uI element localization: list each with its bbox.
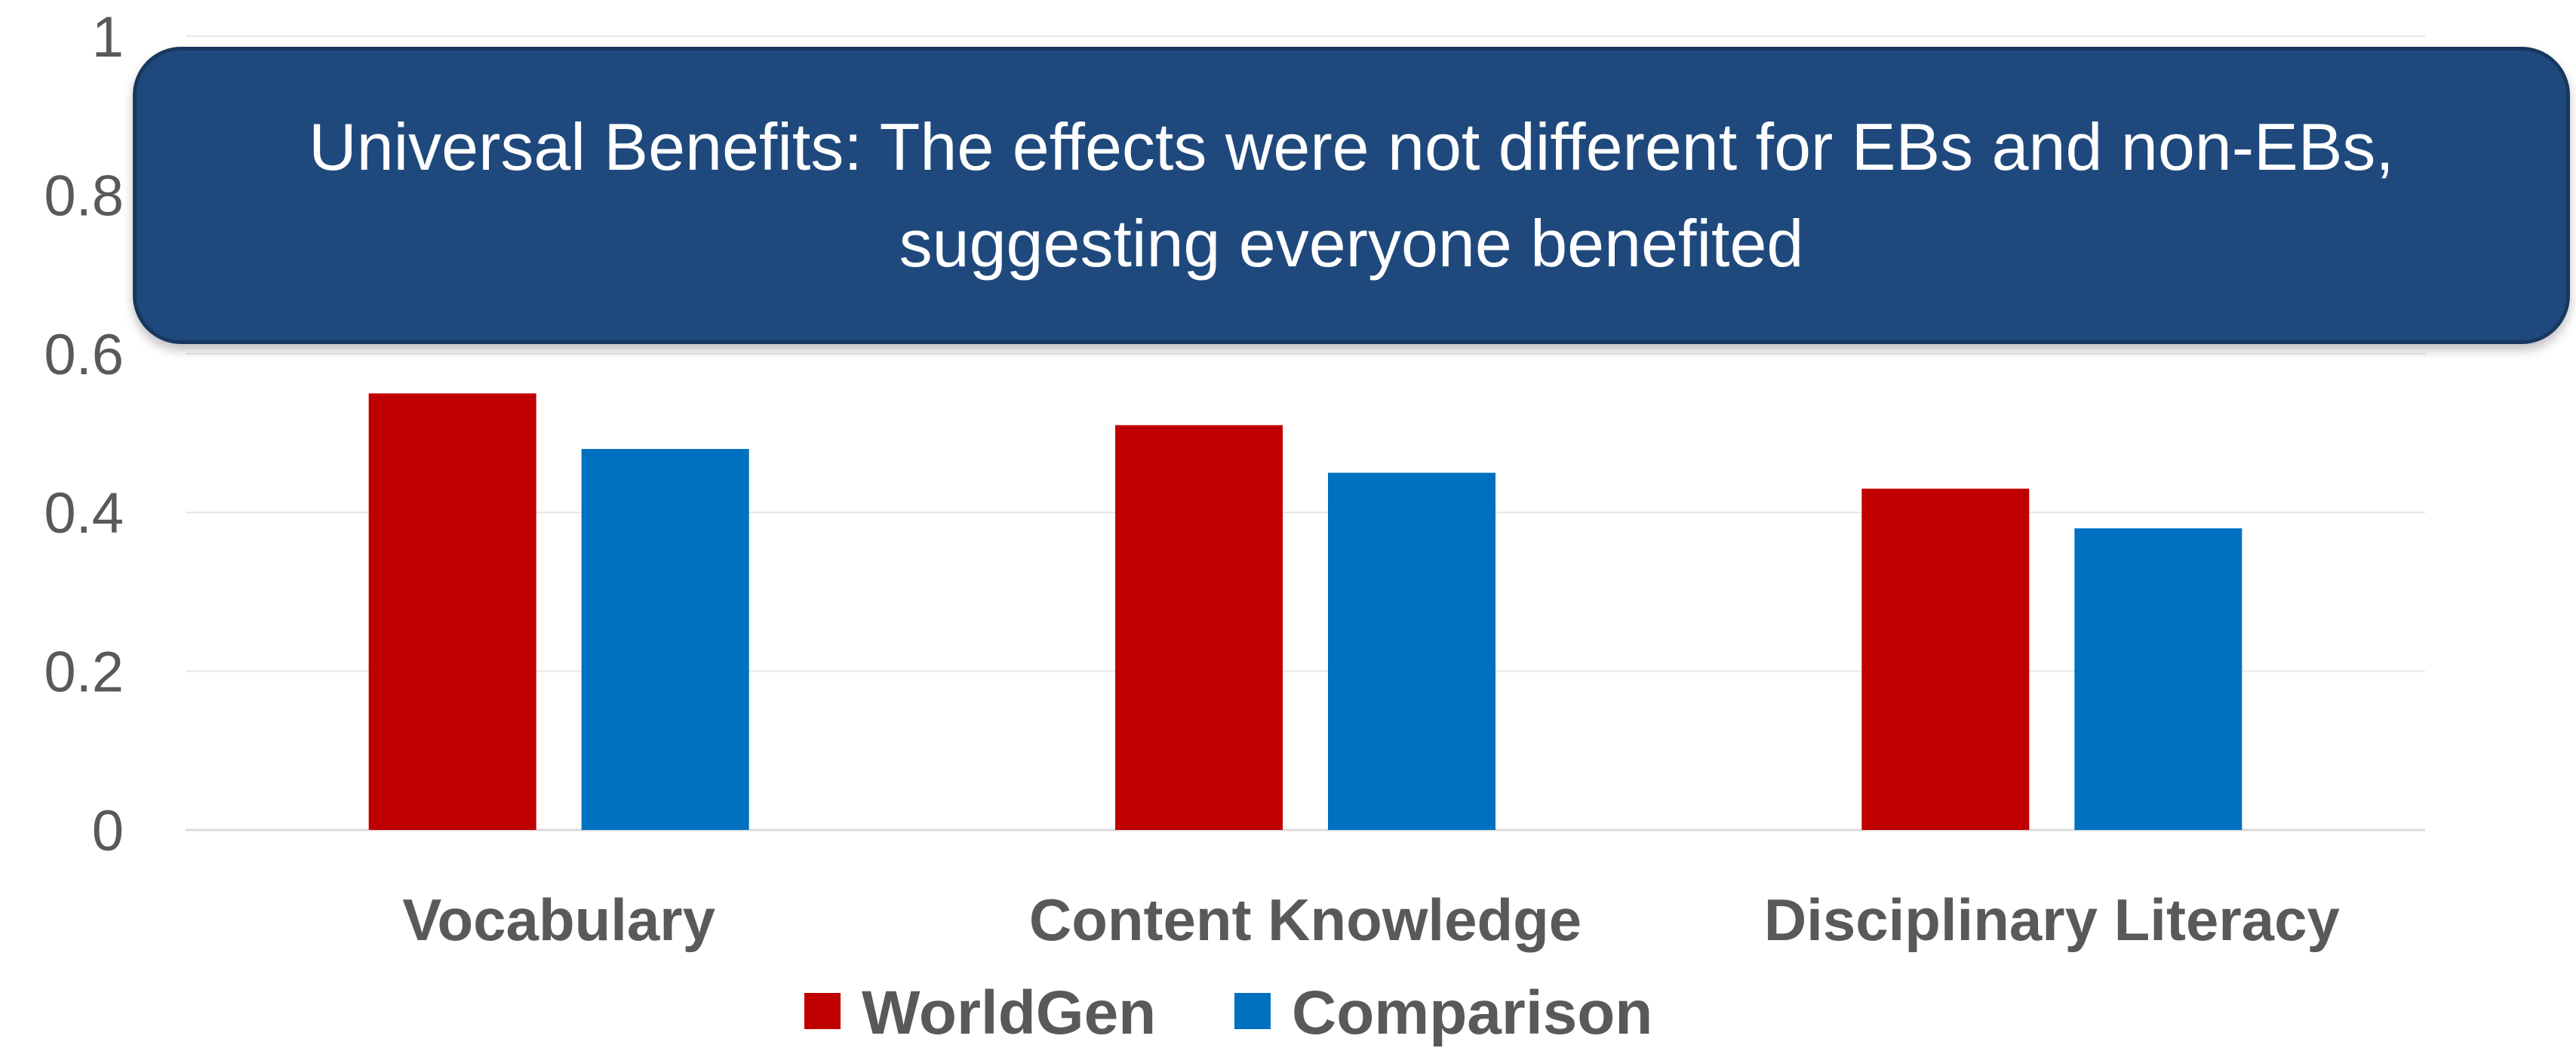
bar-comparison-vocabulary (581, 449, 749, 830)
y-tick-label: 0.4 (44, 481, 124, 546)
x-category-label: Disciplinary Literacy (1764, 887, 2340, 953)
legend-label-comparison: Comparison (1292, 979, 1652, 1047)
y-tick-label: 0 (92, 799, 124, 863)
x-category-label: Content Knowledge (1029, 887, 1582, 953)
y-axis-ticks: 0 0.2 0.4 0.6 0.8 1 (44, 5, 124, 863)
y-tick-label: 1 (92, 5, 124, 69)
x-axis-categories: Vocabulary Content Knowledge Disciplinary … (402, 887, 2340, 953)
x-category-label: Vocabulary (402, 887, 715, 953)
legend-swatch-worldgen (804, 993, 841, 1029)
bar-comparison-disciplinary-literacy (2074, 528, 2242, 830)
legend: WorldGen Comparison (804, 979, 1652, 1047)
legend-swatch-comparison (1234, 993, 1271, 1029)
bars (368, 393, 2242, 830)
y-tick-label: 0.8 (44, 164, 124, 228)
bar-worldgen-disciplinary-literacy (1861, 488, 2030, 830)
bar-worldgen-content-knowledge (1115, 425, 1283, 830)
bar-worldgen-vocabulary (368, 393, 536, 830)
y-tick-label: 0.2 (44, 641, 124, 705)
callout-text: Universal Benefits: The effects were not… (309, 109, 2394, 281)
bar-comparison-content-knowledge (1328, 472, 1495, 830)
legend-label-worldgen: WorldGen (862, 979, 1156, 1047)
y-tick-label: 0.6 (44, 323, 124, 387)
callout-banner: Universal Benefits: The effects were not… (133, 47, 2570, 344)
